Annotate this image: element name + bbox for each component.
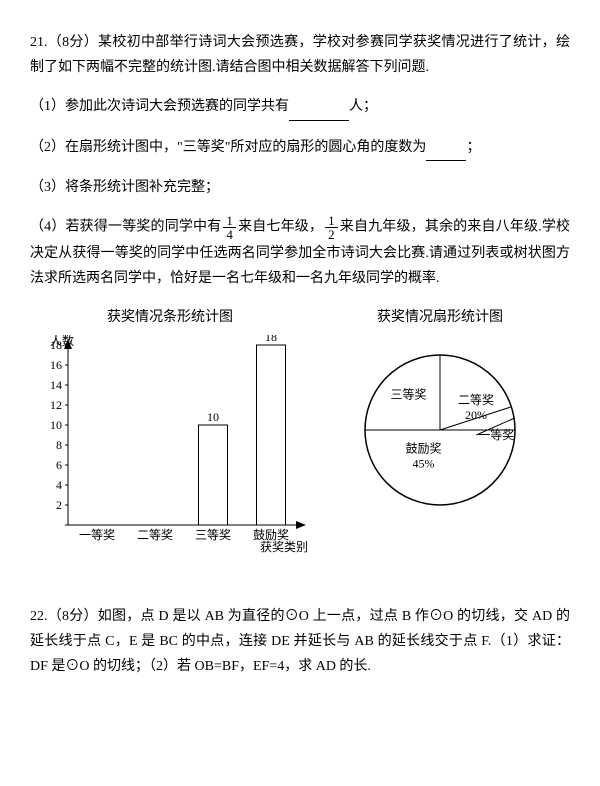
q22-text: 22.（8分）如图，点 D 是以 AB 为直径的⊙O 上一点，过点 B 作⊙O … — [30, 604, 570, 680]
q21-header: 21.（8分）某校初中部举行诗词大会预选赛，学校对参赛同学获奖情况进行了统计，绘… — [30, 30, 570, 80]
blank-total[interactable] — [289, 94, 349, 120]
svg-text:45%: 45% — [413, 456, 435, 470]
svg-text:二等奖: 二等奖 — [137, 528, 173, 542]
svg-text:4: 4 — [56, 478, 62, 492]
svg-text:二等奖: 二等奖 — [458, 392, 494, 406]
bar-chart-svg: 24681012141618人数获奖类别一等奖二等奖10三等奖18鼓励奖 — [30, 335, 310, 555]
svg-text:8: 8 — [56, 438, 62, 452]
svg-text:人数: 人数 — [50, 335, 74, 348]
bar-chart-container: 获奖情况条形统计图 2 4 6 8 10 12 14 16 18 人数获奖类别 一等奖 二等奖 10 三等… — [30, 305, 310, 563]
q21-p2-post: ； — [466, 140, 480, 155]
fraction-1-4: 14 — [223, 214, 236, 241]
q21-part4: （4）若获得一等奖的同学中有14来自七年级，12来自九年级，其余的来自八年级.学… — [30, 214, 570, 291]
pie-chart-title: 获奖情况扇形统计图 — [330, 305, 550, 330]
fraction-1-2: 12 — [325, 214, 338, 241]
bar-chart-title: 获奖情况条形统计图 — [30, 305, 310, 330]
charts-row: 获奖情况条形统计图 24681012141618人数获奖类别一等奖二等奖10三等… — [30, 305, 570, 563]
q21-p4-a: （4）若获得一等奖的同学中有 — [30, 220, 221, 235]
svg-text:6: 6 — [56, 458, 62, 472]
svg-text:三等奖: 三等奖 — [390, 387, 426, 401]
svg-text:获奖类别: 获奖类别 — [260, 540, 308, 554]
svg-text:鼓励奖: 鼓励奖 — [253, 528, 289, 542]
svg-text:三等奖: 三等奖 — [195, 528, 231, 542]
svg-text:18: 18 — [265, 335, 277, 344]
svg-text:2: 2 — [56, 498, 62, 512]
q21-part1: （1）参加此次诗词大会预选赛的同学共有 人； — [30, 94, 570, 120]
q21-part2: （2）在扇形统计图中，"三等奖"所对应的扇形的圆心角的度数为 ； — [30, 135, 570, 161]
svg-text:16: 16 — [50, 358, 62, 372]
svg-text:一等奖: 一等奖 — [478, 428, 514, 442]
svg-text:20%: 20% — [465, 407, 487, 421]
q21-p2-pre: （2）在扇形统计图中，"三等奖"所对应的扇形的圆心角的度数为 — [30, 140, 426, 155]
svg-text:一等奖: 一等奖 — [79, 528, 115, 542]
pie-chart-container: 获奖情况扇形统计图 三等奖 二等奖20% 一等奖鼓励奖45% — [330, 305, 550, 563]
q21-part3: （3）将条形统计图补充完整； — [30, 175, 570, 200]
q21-p4-b: 来自七年级， — [238, 220, 323, 235]
svg-text:14: 14 — [50, 378, 62, 392]
svg-text:10: 10 — [50, 418, 62, 432]
svg-text:10: 10 — [207, 410, 219, 424]
q21-p1-pre: （1）参加此次诗词大会预选赛的同学共有 — [30, 99, 289, 114]
pie-chart-svg: 三等奖 二等奖20% 一等奖鼓励奖45% — [330, 335, 550, 535]
svg-text:12: 12 — [50, 398, 62, 412]
svg-text:鼓励奖: 鼓励奖 — [405, 441, 441, 455]
q21-p1-post: 人； — [349, 99, 377, 114]
blank-angle[interactable] — [426, 135, 466, 161]
